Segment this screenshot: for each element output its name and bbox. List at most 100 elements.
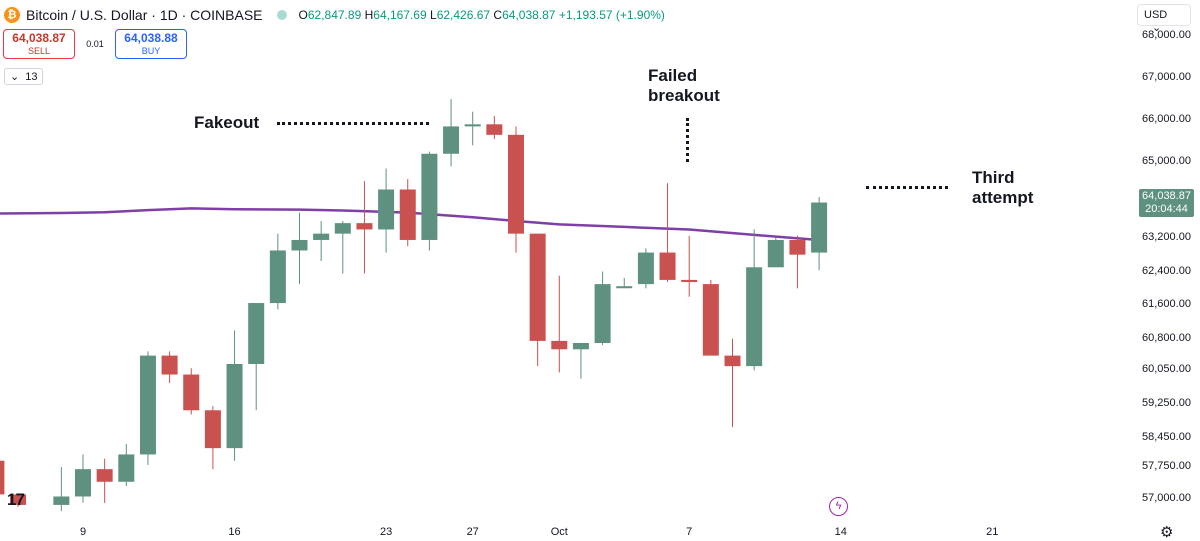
candle[interactable] bbox=[118, 443, 135, 486]
sell-button[interactable]: 64,038.87 SELL bbox=[3, 29, 75, 59]
candle-body bbox=[616, 286, 633, 289]
candle[interactable] bbox=[702, 279, 719, 356]
candle[interactable] bbox=[204, 406, 221, 470]
candle[interactable] bbox=[529, 233, 546, 367]
candle-body bbox=[637, 252, 654, 285]
candle-body bbox=[724, 355, 741, 367]
trade-panel: 64,038.87 SELL 0.01 64,038.88 BUY bbox=[3, 29, 187, 59]
candle[interactable] bbox=[378, 168, 395, 253]
moving-average-line[interactable] bbox=[0, 207, 820, 242]
y-tick-label: 68,000.00 bbox=[1142, 29, 1191, 41]
x-tick-label: 27 bbox=[466, 526, 479, 538]
candle[interactable] bbox=[724, 338, 741, 428]
candle[interactable] bbox=[96, 458, 113, 503]
candle[interactable] bbox=[0, 460, 5, 497]
indicators-toggle[interactable]: ⌄ 13 bbox=[4, 68, 44, 85]
moving-average-layer bbox=[0, 207, 820, 242]
candle[interactable] bbox=[789, 235, 806, 289]
annotation-failed-breakout-dots bbox=[686, 118, 689, 162]
candle-body bbox=[811, 202, 828, 253]
candle[interactable] bbox=[486, 115, 503, 140]
candle-body bbox=[356, 223, 373, 230]
x-tick-label: 14 bbox=[834, 526, 847, 538]
candle-body bbox=[572, 342, 589, 350]
candle[interactable] bbox=[291, 212, 308, 285]
candle[interactable] bbox=[161, 351, 178, 383]
candle[interactable] bbox=[356, 181, 373, 274]
x-tick-label: Oct bbox=[550, 526, 568, 538]
candle-body bbox=[681, 279, 698, 283]
candle[interactable] bbox=[572, 342, 589, 379]
candle[interactable] bbox=[269, 233, 286, 310]
candle-body bbox=[399, 189, 416, 240]
y-tick-label: 62,400.00 bbox=[1142, 264, 1191, 277]
candle[interactable] bbox=[746, 229, 763, 371]
chevron-down-icon: ⌄ bbox=[10, 71, 20, 83]
y-tick-label: 65,000.00 bbox=[1142, 155, 1191, 168]
symbol-title[interactable]: Bitcoin / U.S. Dollar · 1D · COINBASE bbox=[26, 7, 263, 23]
candle-body bbox=[139, 355, 156, 455]
candle-body bbox=[464, 124, 481, 127]
candle-body bbox=[659, 252, 676, 280]
candle[interactable] bbox=[399, 178, 416, 247]
y-tick-label: 60,050.00 bbox=[1142, 363, 1191, 376]
candle[interactable] bbox=[508, 126, 524, 253]
candle-body bbox=[269, 250, 286, 304]
candle-body bbox=[746, 267, 763, 367]
buy-button[interactable]: 64,038.88 BUY bbox=[115, 29, 187, 59]
candle-body bbox=[226, 364, 243, 449]
candle-body bbox=[421, 153, 438, 240]
candle[interactable] bbox=[53, 467, 70, 512]
lightning-icon[interactable]: ϟ bbox=[829, 497, 848, 516]
y-tick-label: 66,000.00 bbox=[1142, 113, 1191, 126]
candle[interactable] bbox=[10, 494, 27, 507]
candle[interactable] bbox=[139, 351, 156, 465]
chevron-down-icon: ⌄ bbox=[1152, 22, 1162, 34]
symbol-header: ₿ Bitcoin / U.S. Dollar · 1D · COINBASE … bbox=[4, 5, 665, 25]
candle-body bbox=[10, 494, 27, 505]
market-status-dot[interactable] bbox=[276, 10, 287, 20]
candle[interactable] bbox=[811, 197, 828, 271]
y-tick-label: 60,800.00 bbox=[1142, 331, 1191, 344]
candle-body bbox=[767, 239, 784, 268]
annotation-fakeout-dots bbox=[277, 122, 429, 125]
y-tick-label: 59,250.00 bbox=[1142, 396, 1191, 409]
candle-body bbox=[789, 239, 806, 255]
candle[interactable] bbox=[75, 454, 91, 503]
candle[interactable] bbox=[637, 248, 654, 289]
candle-body bbox=[486, 124, 503, 135]
gear-icon[interactable]: ⚙ bbox=[1160, 524, 1174, 541]
candle[interactable] bbox=[616, 277, 633, 289]
x-tick-label: 7 bbox=[686, 526, 693, 538]
annotation-third-attempt-dots bbox=[866, 186, 948, 189]
candle-body bbox=[118, 454, 135, 482]
candle[interactable] bbox=[594, 271, 611, 346]
candle-body bbox=[204, 410, 221, 449]
candle[interactable] bbox=[248, 303, 265, 411]
candle-body bbox=[313, 233, 330, 240]
x-tick-label: 9 bbox=[79, 526, 87, 538]
candle[interactable] bbox=[313, 221, 330, 261]
candle-body bbox=[0, 460, 5, 495]
candle-body bbox=[594, 284, 611, 343]
tradingview-logo[interactable]: 17 bbox=[7, 490, 25, 509]
candle-body bbox=[529, 233, 546, 341]
y-tick-label: 61,600.00 bbox=[1142, 298, 1191, 311]
candle-body bbox=[702, 284, 719, 356]
candle-body bbox=[183, 374, 200, 411]
candle[interactable] bbox=[443, 99, 460, 167]
candles-layer bbox=[0, 99, 828, 512]
candle-body bbox=[551, 340, 568, 350]
candle[interactable] bbox=[183, 368, 200, 415]
candle[interactable] bbox=[334, 221, 351, 274]
candle[interactable] bbox=[681, 235, 698, 297]
annotation-third-attempt: Third attempt bbox=[972, 168, 1034, 207]
candle[interactable] bbox=[421, 151, 438, 251]
currency-select[interactable]: USD ⌄ bbox=[1137, 4, 1191, 34]
candle[interactable] bbox=[767, 237, 784, 268]
candle[interactable] bbox=[659, 183, 676, 283]
candle[interactable] bbox=[226, 330, 243, 461]
candle[interactable] bbox=[551, 275, 568, 373]
candle[interactable] bbox=[464, 111, 481, 146]
